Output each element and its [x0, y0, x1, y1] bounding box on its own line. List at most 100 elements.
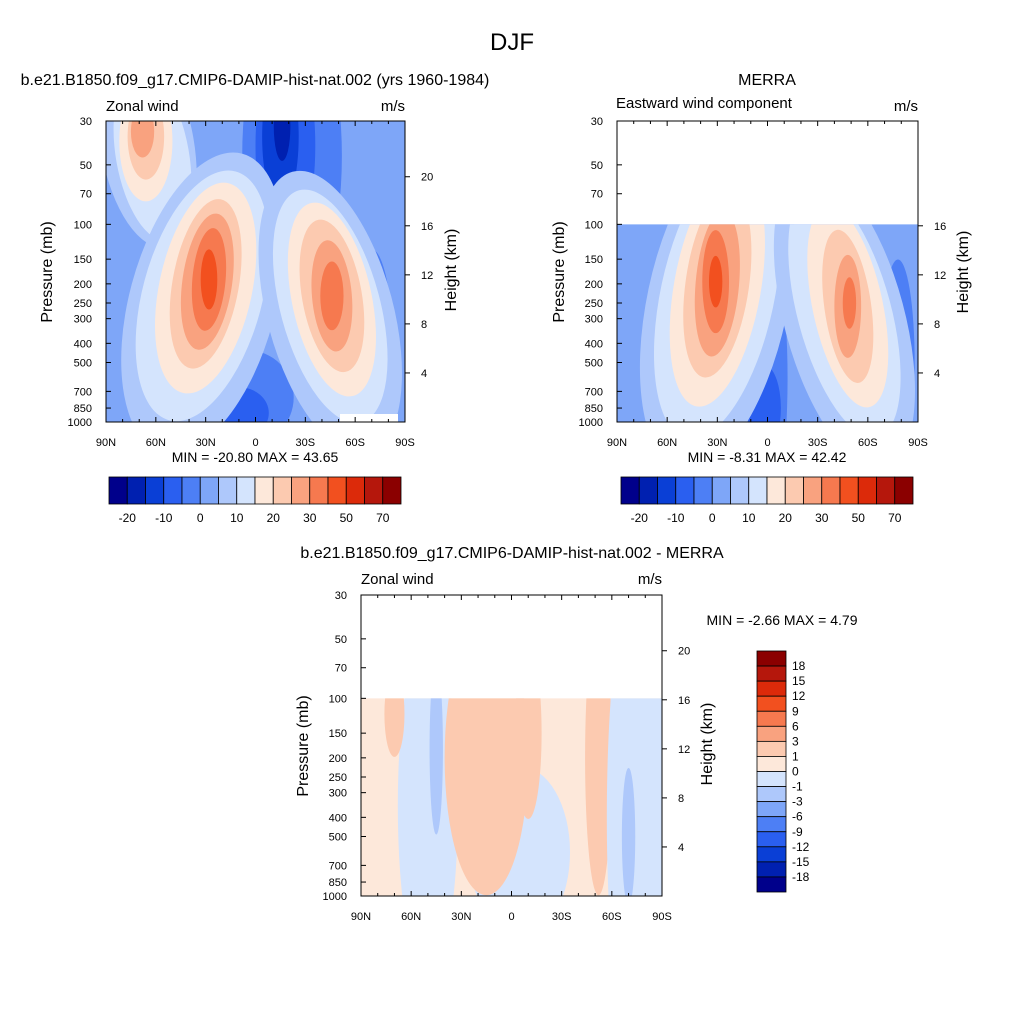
x-tick-label: 60S: [602, 911, 622, 923]
missing-data: [340, 414, 398, 422]
min-max-text: MIN = -20.80 MAX = 43.65: [172, 449, 339, 465]
y-tick-label: 200: [585, 279, 603, 291]
contour-fill: [384, 698, 405, 757]
y2-tick-label: 12: [678, 744, 690, 756]
panel-title: b.e21.B1850.f09_g17.CMIP6-DAMIP-hist-nat…: [300, 545, 724, 562]
colorbar-swatch: [364, 476, 384, 505]
y-tick-label: 30: [80, 116, 92, 128]
y-tick-label: 70: [335, 663, 347, 675]
colorbar-swatch: [711, 476, 731, 505]
contour-fill: [585, 698, 612, 896]
y-tick-label: 300: [329, 788, 347, 800]
colorbar-swatch: [756, 665, 787, 682]
y-tick-label: 100: [585, 219, 603, 231]
colorbar-label: 0: [709, 511, 716, 525]
y-tick-label: 100: [74, 219, 92, 231]
y-tick-label: 150: [585, 254, 603, 266]
y-tick-label: 50: [591, 160, 603, 172]
y-tick-label: 1000: [323, 891, 347, 903]
y-tick-label: 1000: [579, 417, 603, 429]
colorbar-swatch: [291, 476, 311, 505]
colorbar-swatch: [756, 725, 787, 742]
right-string: m/s: [638, 571, 662, 588]
colorbar-label: 30: [303, 511, 317, 525]
y2-tick-label: 8: [934, 319, 940, 331]
colorbar-label: -1: [792, 780, 803, 794]
y-tick-label: 1000: [68, 417, 92, 429]
x-tick-label: 90S: [395, 437, 415, 449]
colorbar-label: 12: [792, 689, 806, 703]
y2-axis-label: Height (km): [955, 231, 972, 314]
y-tick-label: 300: [585, 314, 603, 326]
contour-fill: [708, 255, 723, 308]
x-tick-label: 90N: [96, 437, 116, 449]
left-string: Eastward wind component: [616, 95, 793, 112]
colorbar-swatch: [756, 680, 787, 697]
y-tick-label: 400: [74, 338, 92, 350]
axes: 90N 60N 30N 0 30S 60S 90S 30 50 70 100 150 200 250 300…: [323, 590, 691, 923]
y-tick-label: 300: [74, 314, 92, 326]
colorbar-label: -12: [792, 840, 810, 854]
contour-fill: [842, 277, 857, 329]
colorbar-label: 70: [888, 511, 902, 525]
colorbar-swatch: [756, 831, 787, 848]
colorbar-label: 70: [376, 511, 390, 525]
colorbar-swatch: [803, 476, 823, 505]
y2-tick-label: 8: [678, 793, 684, 805]
y-tick-label: 700: [585, 386, 603, 398]
x-tick-label: 0: [252, 437, 258, 449]
colorbar-swatch: [756, 801, 787, 818]
colorbar-label: 50: [852, 511, 866, 525]
colorbar-label: -6: [792, 810, 803, 824]
contour-layer: [361, 698, 662, 896]
y-tick-label: 700: [329, 860, 347, 872]
x-tick-label: 60S: [858, 437, 878, 449]
contour-fill: [273, 121, 291, 161]
y-tick-label: 100: [329, 693, 347, 705]
y2-tick-label: 20: [421, 172, 433, 184]
y2-axis-label: Height (km): [699, 703, 716, 786]
y-tick-label: 400: [585, 338, 603, 350]
colorbar-swatch: [756, 710, 787, 727]
contour-fill: [320, 261, 344, 331]
figure-title: DJF: [490, 29, 534, 56]
colorbar-label: -10: [667, 511, 685, 525]
y-tick-label: 70: [80, 189, 92, 201]
right-string: m/s: [381, 98, 405, 115]
y-axis-label: Pressure (mb): [39, 221, 56, 322]
colorbar-swatch: [766, 476, 786, 505]
y2-tick-label: 16: [421, 221, 433, 233]
x-tick-label: 90S: [908, 437, 928, 449]
x-tick-label: 60N: [657, 437, 677, 449]
colorbar-swatch: [730, 476, 750, 505]
colorbar: -20 -10 0 10 20 30 50 70: [620, 476, 914, 525]
y-tick-label: 70: [591, 189, 603, 201]
colorbar-swatch: [181, 476, 201, 505]
y-tick-label: 850: [74, 403, 92, 415]
x-tick-label: 30S: [808, 437, 828, 449]
colorbar-swatch: [327, 476, 347, 505]
y-tick-label: 50: [80, 160, 92, 172]
y-tick-label: 200: [329, 753, 347, 765]
y-tick-label: 30: [591, 116, 603, 128]
axes: 90N 60N 30N 0 30S 60S 90S 30 50 70 100 150 200 250 300…: [579, 116, 947, 449]
colorbar-swatch: [756, 771, 787, 787]
colorbar-swatch: [756, 786, 787, 803]
colorbar-swatch: [857, 476, 877, 505]
y2-tick-label: 4: [421, 368, 427, 380]
right-string: m/s: [894, 98, 918, 115]
y-tick-label: 500: [74, 358, 92, 370]
colorbar-label: 3: [792, 734, 799, 748]
contour-fill: [621, 767, 636, 896]
x-tick-label: 90N: [607, 437, 627, 449]
colorbar-swatch: [756, 650, 787, 667]
x-tick-label: 30N: [196, 437, 216, 449]
x-tick-label: 30N: [707, 437, 727, 449]
colorbar-swatch: [199, 476, 219, 505]
colorbar-swatch: [756, 740, 787, 757]
contour-fill: [130, 121, 155, 158]
x-tick-label: 90S: [652, 911, 672, 923]
min-max-text: MIN = -2.66 MAX = 4.79: [707, 612, 858, 628]
colorbar-swatch: [784, 476, 804, 505]
y-axis-label: Pressure (mb): [295, 695, 312, 796]
